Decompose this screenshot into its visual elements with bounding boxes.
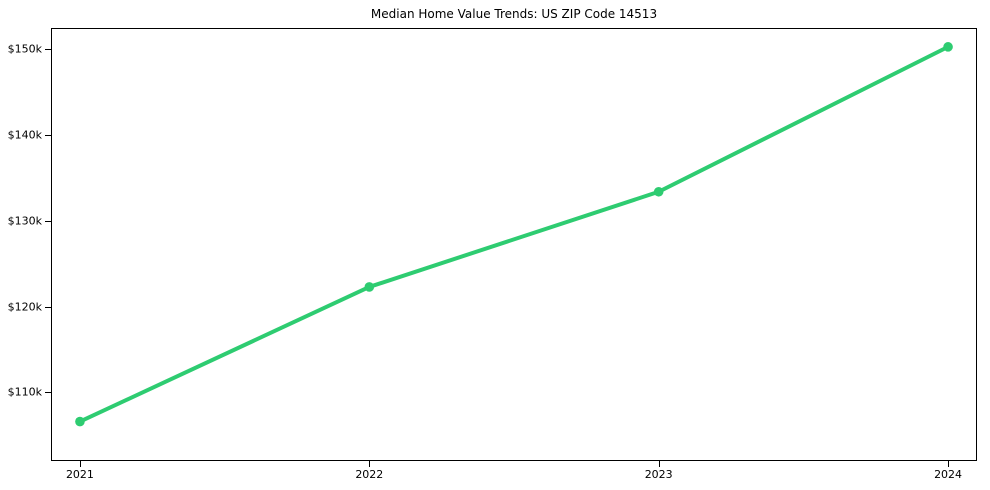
x-axis-tick-label: 2024: [934, 468, 963, 481]
x-axis-tick-mark: [658, 461, 660, 467]
y-axis-tick-label: $110k: [7, 385, 42, 399]
y-axis-tick-mark: [45, 135, 51, 137]
y-axis-tick-mark: [45, 220, 51, 222]
y-axis-tick-mark: [45, 306, 51, 308]
x-axis-tick-mark: [948, 461, 950, 467]
x-axis-tick-label: 2023: [644, 468, 673, 481]
x-axis-tick-label: 2022: [355, 468, 384, 481]
y-axis-tick-labels: $110k $120k $130k $140k $150k: [0, 0, 42, 490]
plot-area: [51, 28, 977, 461]
x-axis-tick-mark: [79, 461, 81, 467]
chart-title: Median Home Value Trends: US ZIP Code 14…: [370, 7, 658, 21]
x-axis-tick-mark: [369, 461, 371, 467]
y-axis-tick-label: $120k: [7, 300, 42, 314]
y-axis-tick-label: $140k: [7, 128, 42, 142]
y-axis-tick-mark: [45, 49, 51, 51]
y-axis-tick-label: $130k: [7, 214, 42, 228]
plot-inner: [52, 29, 976, 460]
y-axis-tick-mark: [45, 392, 51, 394]
x-axis-tick-label: 2021: [65, 468, 94, 481]
y-axis-tick-label: $150k: [7, 42, 42, 56]
